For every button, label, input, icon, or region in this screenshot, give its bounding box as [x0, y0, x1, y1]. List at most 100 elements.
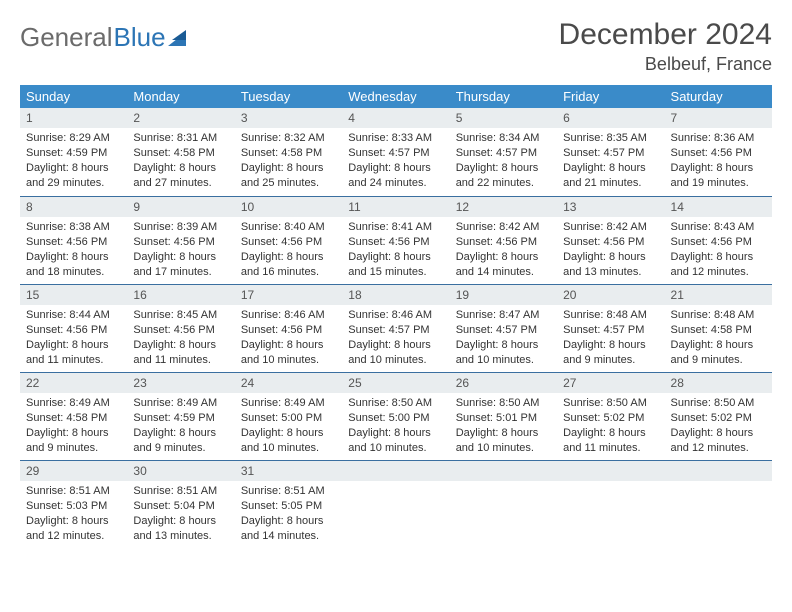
- day-body: Sunrise: 8:34 AMSunset: 4:57 PMDaylight:…: [450, 128, 557, 194]
- daylight-line: Daylight: 8 hours and 10 minutes.: [241, 338, 336, 368]
- day-number: 15: [20, 284, 127, 305]
- day-number: 28: [665, 372, 772, 393]
- sunset-line: Sunset: 4:59 PM: [26, 146, 121, 161]
- calendar-row: 22Sunrise: 8:49 AMSunset: 4:58 PMDayligh…: [20, 372, 772, 460]
- sunrise-line: Sunrise: 8:48 AM: [671, 308, 766, 323]
- sunrise-line: Sunrise: 8:47 AM: [456, 308, 551, 323]
- sunset-line: Sunset: 4:56 PM: [563, 235, 658, 250]
- day-body: Sunrise: 8:42 AMSunset: 4:56 PMDaylight:…: [450, 217, 557, 283]
- day-header: Monday: [127, 85, 234, 108]
- calendar-cell: 9Sunrise: 8:39 AMSunset: 4:56 PMDaylight…: [127, 196, 234, 284]
- day-body: Sunrise: 8:50 AMSunset: 5:00 PMDaylight:…: [342, 393, 449, 459]
- sunset-line: Sunset: 4:57 PM: [563, 323, 658, 338]
- brand-part2: Blue: [114, 22, 166, 52]
- daylight-line: Daylight: 8 hours and 18 minutes.: [26, 250, 121, 280]
- day-body: Sunrise: 8:29 AMSunset: 4:59 PMDaylight:…: [20, 128, 127, 194]
- day-number: 13: [557, 196, 664, 217]
- sunset-line: Sunset: 4:56 PM: [456, 235, 551, 250]
- title-block: December 2024 Belbeuf, France: [559, 18, 772, 75]
- sunset-line: Sunset: 4:56 PM: [671, 235, 766, 250]
- sunset-line: Sunset: 4:59 PM: [133, 411, 228, 426]
- calendar-cell: 10Sunrise: 8:40 AMSunset: 4:56 PMDayligh…: [235, 196, 342, 284]
- sunset-line: Sunset: 4:58 PM: [26, 411, 121, 426]
- day-body: Sunrise: 8:41 AMSunset: 4:56 PMDaylight:…: [342, 217, 449, 283]
- day-number: 25: [342, 372, 449, 393]
- calendar-cell: 16Sunrise: 8:45 AMSunset: 4:56 PMDayligh…: [127, 284, 234, 372]
- day-number: 31: [235, 460, 342, 481]
- sunrise-line: Sunrise: 8:51 AM: [26, 484, 121, 499]
- daylight-line: Daylight: 8 hours and 13 minutes.: [563, 250, 658, 280]
- daylight-line: Daylight: 8 hours and 11 minutes.: [133, 338, 228, 368]
- calendar-cell: 23Sunrise: 8:49 AMSunset: 4:59 PMDayligh…: [127, 372, 234, 460]
- day-number: 17: [235, 284, 342, 305]
- sunset-line: Sunset: 4:58 PM: [671, 323, 766, 338]
- sunrise-line: Sunrise: 8:36 AM: [671, 131, 766, 146]
- sunset-line: Sunset: 4:58 PM: [241, 146, 336, 161]
- day-number: 10: [235, 196, 342, 217]
- day-body: Sunrise: 8:47 AMSunset: 4:57 PMDaylight:…: [450, 305, 557, 371]
- sunrise-line: Sunrise: 8:46 AM: [241, 308, 336, 323]
- day-header: Saturday: [665, 85, 772, 108]
- day-body: Sunrise: 8:51 AMSunset: 5:04 PMDaylight:…: [127, 481, 234, 547]
- day-number: 11: [342, 196, 449, 217]
- day-body: Sunrise: 8:46 AMSunset: 4:57 PMDaylight:…: [342, 305, 449, 371]
- calendar-cell: 14Sunrise: 8:43 AMSunset: 4:56 PMDayligh…: [665, 196, 772, 284]
- sunset-line: Sunset: 4:56 PM: [133, 323, 228, 338]
- sunrise-line: Sunrise: 8:50 AM: [563, 396, 658, 411]
- day-number: 16: [127, 284, 234, 305]
- daylight-line: Daylight: 8 hours and 10 minutes.: [456, 338, 551, 368]
- calendar-cell: 1Sunrise: 8:29 AMSunset: 4:59 PMDaylight…: [20, 108, 127, 196]
- sunset-line: Sunset: 4:57 PM: [348, 323, 443, 338]
- calendar-cell: 7Sunrise: 8:36 AMSunset: 4:56 PMDaylight…: [665, 108, 772, 196]
- sunset-line: Sunset: 5:01 PM: [456, 411, 551, 426]
- sunset-line: Sunset: 5:04 PM: [133, 499, 228, 514]
- sunrise-line: Sunrise: 8:46 AM: [348, 308, 443, 323]
- daylight-line: Daylight: 8 hours and 14 minutes.: [241, 514, 336, 544]
- calendar-cell: 26Sunrise: 8:50 AMSunset: 5:01 PMDayligh…: [450, 372, 557, 460]
- calendar-cell: 21Sunrise: 8:48 AMSunset: 4:58 PMDayligh…: [665, 284, 772, 372]
- sunset-line: Sunset: 5:00 PM: [348, 411, 443, 426]
- daylight-line: Daylight: 8 hours and 29 minutes.: [26, 161, 121, 191]
- daylight-line: Daylight: 8 hours and 11 minutes.: [26, 338, 121, 368]
- day-header: Friday: [557, 85, 664, 108]
- calendar-cell: 3Sunrise: 8:32 AMSunset: 4:58 PMDaylight…: [235, 108, 342, 196]
- day-body: Sunrise: 8:46 AMSunset: 4:56 PMDaylight:…: [235, 305, 342, 371]
- daylight-line: Daylight: 8 hours and 17 minutes.: [133, 250, 228, 280]
- page: GeneralBlue December 2024 Belbeuf, Franc…: [0, 0, 792, 558]
- sunrise-line: Sunrise: 8:51 AM: [133, 484, 228, 499]
- daylight-line: Daylight: 8 hours and 12 minutes.: [671, 250, 766, 280]
- day-number: 5: [450, 108, 557, 128]
- daylight-line: Daylight: 8 hours and 9 minutes.: [563, 338, 658, 368]
- sunrise-line: Sunrise: 8:49 AM: [241, 396, 336, 411]
- header: GeneralBlue December 2024 Belbeuf, Franc…: [20, 18, 772, 75]
- calendar-row: 1Sunrise: 8:29 AMSunset: 4:59 PMDaylight…: [20, 108, 772, 196]
- empty-day-bar: [665, 460, 772, 481]
- calendar-body: 1Sunrise: 8:29 AMSunset: 4:59 PMDaylight…: [20, 108, 772, 548]
- day-body: Sunrise: 8:51 AMSunset: 5:03 PMDaylight:…: [20, 481, 127, 547]
- sunrise-line: Sunrise: 8:29 AM: [26, 131, 121, 146]
- calendar-cell: 25Sunrise: 8:50 AMSunset: 5:00 PMDayligh…: [342, 372, 449, 460]
- sunrise-line: Sunrise: 8:39 AM: [133, 220, 228, 235]
- sunrise-line: Sunrise: 8:50 AM: [348, 396, 443, 411]
- sunrise-line: Sunrise: 8:49 AM: [26, 396, 121, 411]
- calendar-cell: 28Sunrise: 8:50 AMSunset: 5:02 PMDayligh…: [665, 372, 772, 460]
- day-body: Sunrise: 8:35 AMSunset: 4:57 PMDaylight:…: [557, 128, 664, 194]
- logo-mark-icon: [168, 22, 188, 53]
- daylight-line: Daylight: 8 hours and 22 minutes.: [456, 161, 551, 191]
- day-body: Sunrise: 8:31 AMSunset: 4:58 PMDaylight:…: [127, 128, 234, 194]
- day-number: 21: [665, 284, 772, 305]
- day-body: Sunrise: 8:40 AMSunset: 4:56 PMDaylight:…: [235, 217, 342, 283]
- sunrise-line: Sunrise: 8:50 AM: [671, 396, 766, 411]
- daylight-line: Daylight: 8 hours and 19 minutes.: [671, 161, 766, 191]
- sunrise-line: Sunrise: 8:35 AM: [563, 131, 658, 146]
- daylight-line: Daylight: 8 hours and 12 minutes.: [26, 514, 121, 544]
- calendar-cell: 12Sunrise: 8:42 AMSunset: 4:56 PMDayligh…: [450, 196, 557, 284]
- calendar-row: 15Sunrise: 8:44 AMSunset: 4:56 PMDayligh…: [20, 284, 772, 372]
- calendar-cell: 29Sunrise: 8:51 AMSunset: 5:03 PMDayligh…: [20, 460, 127, 548]
- daylight-line: Daylight: 8 hours and 15 minutes.: [348, 250, 443, 280]
- day-number: 1: [20, 108, 127, 128]
- calendar-cell: 31Sunrise: 8:51 AMSunset: 5:05 PMDayligh…: [235, 460, 342, 548]
- day-body: Sunrise: 8:32 AMSunset: 4:58 PMDaylight:…: [235, 128, 342, 194]
- daylight-line: Daylight: 8 hours and 16 minutes.: [241, 250, 336, 280]
- calendar-cell: 13Sunrise: 8:42 AMSunset: 4:56 PMDayligh…: [557, 196, 664, 284]
